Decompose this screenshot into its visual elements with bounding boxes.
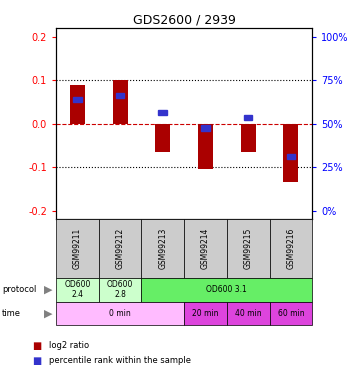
Text: ▶: ▶ — [44, 309, 52, 318]
Text: OD600 3.1: OD600 3.1 — [206, 285, 247, 294]
Text: log2 ratio: log2 ratio — [49, 341, 89, 350]
Text: OD600
2.8: OD600 2.8 — [107, 280, 133, 299]
Text: OD600
2.4: OD600 2.4 — [64, 280, 91, 299]
Title: GDS2600 / 2939: GDS2600 / 2939 — [133, 14, 235, 27]
Text: protocol: protocol — [2, 285, 36, 294]
Bar — [198, 124, 213, 170]
Bar — [158, 110, 167, 116]
Text: GSM99213: GSM99213 — [158, 228, 167, 269]
Bar — [201, 126, 210, 131]
Bar — [283, 124, 299, 182]
Text: GSM99211: GSM99211 — [73, 228, 82, 269]
Text: GSM99214: GSM99214 — [201, 228, 210, 269]
Text: GSM99215: GSM99215 — [244, 228, 253, 269]
Bar — [116, 93, 124, 98]
Text: GSM99216: GSM99216 — [286, 228, 295, 269]
Text: percentile rank within the sample: percentile rank within the sample — [49, 356, 191, 365]
Bar — [155, 124, 170, 152]
Text: time: time — [2, 309, 21, 318]
Text: 0 min: 0 min — [109, 309, 131, 318]
Bar — [244, 115, 252, 120]
Text: ▶: ▶ — [44, 285, 52, 295]
Bar — [113, 80, 127, 124]
Text: GSM99212: GSM99212 — [116, 228, 125, 269]
Bar — [70, 85, 85, 124]
Text: 20 min: 20 min — [192, 309, 219, 318]
Bar — [287, 154, 295, 159]
Bar — [241, 124, 256, 152]
Text: 60 min: 60 min — [278, 309, 304, 318]
Text: ■: ■ — [32, 356, 42, 366]
Text: 40 min: 40 min — [235, 309, 261, 318]
Text: ■: ■ — [32, 341, 42, 351]
Bar — [73, 97, 82, 102]
